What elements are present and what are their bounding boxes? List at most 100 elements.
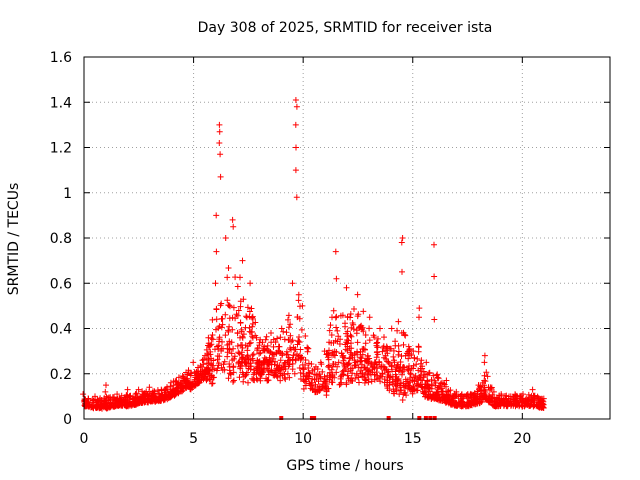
data-point xyxy=(362,376,369,383)
data-point xyxy=(199,368,206,374)
data-point xyxy=(263,375,270,382)
data-point xyxy=(185,367,192,374)
data-point xyxy=(230,223,237,230)
data-point xyxy=(224,274,231,281)
data-point xyxy=(326,327,333,334)
data-point xyxy=(512,391,519,398)
x-tick-label: 10 xyxy=(294,431,312,447)
data-point xyxy=(297,369,304,376)
data-point xyxy=(384,350,391,357)
data-point xyxy=(422,371,429,378)
data-point xyxy=(394,362,401,369)
data-point xyxy=(347,367,354,374)
data-point xyxy=(270,336,277,343)
data-point xyxy=(305,360,312,367)
data-point xyxy=(356,379,362,386)
y-tick-label: 0 xyxy=(63,412,72,428)
data-point xyxy=(493,394,500,401)
data-point xyxy=(406,376,413,383)
data-point xyxy=(478,390,485,397)
data-point xyxy=(247,339,254,346)
data-point xyxy=(379,370,386,377)
data-point xyxy=(362,364,368,371)
data-point xyxy=(132,396,138,403)
data-point xyxy=(395,361,402,368)
data-point xyxy=(120,398,127,405)
data-point xyxy=(216,338,223,345)
data-point xyxy=(333,275,340,282)
data-point xyxy=(300,365,306,372)
data-point xyxy=(310,385,317,392)
data-point xyxy=(277,377,284,384)
data-point xyxy=(260,366,267,373)
data-point xyxy=(226,367,233,374)
data-point xyxy=(393,378,400,385)
data-point xyxy=(237,362,244,369)
data-point xyxy=(254,376,261,383)
data-point xyxy=(209,362,216,369)
data-point xyxy=(333,313,340,320)
data-point xyxy=(328,340,335,346)
data-point xyxy=(344,372,351,379)
data-point xyxy=(216,140,223,146)
data-point xyxy=(209,380,216,387)
data-point xyxy=(354,313,361,320)
data-point xyxy=(389,366,395,373)
data-point xyxy=(283,329,290,336)
data-point xyxy=(384,369,391,376)
data-point xyxy=(254,345,261,352)
data-point xyxy=(256,359,263,366)
data-point xyxy=(230,377,237,384)
data-point xyxy=(250,351,257,358)
data-point xyxy=(330,361,336,367)
data-point xyxy=(205,351,212,358)
data-point xyxy=(285,357,292,364)
data-point xyxy=(208,373,215,380)
data-point xyxy=(337,373,344,380)
data-point xyxy=(110,403,117,410)
data-point xyxy=(237,365,244,372)
data-point xyxy=(371,359,378,366)
data-point xyxy=(406,347,413,353)
data-point xyxy=(321,348,328,355)
data-point xyxy=(112,397,119,404)
data-point xyxy=(294,351,300,357)
data-point xyxy=(487,384,494,391)
data-point xyxy=(465,403,472,410)
data-point xyxy=(224,353,231,360)
data-point xyxy=(227,371,234,378)
data-point xyxy=(368,378,375,385)
data-point xyxy=(203,346,210,353)
data-point xyxy=(328,332,335,338)
data-point xyxy=(360,308,367,315)
data-point xyxy=(523,399,530,406)
data-point xyxy=(156,397,163,403)
data-point xyxy=(258,371,265,378)
data-point xyxy=(122,397,129,404)
data-point xyxy=(253,375,260,382)
data-point xyxy=(530,403,537,410)
data-point xyxy=(342,341,349,348)
data-point xyxy=(529,386,536,393)
data-point xyxy=(392,380,399,387)
data-point xyxy=(416,314,422,321)
data-point xyxy=(378,363,385,370)
x-axis-label: GPS time / hours xyxy=(286,458,403,474)
data-point xyxy=(392,386,399,392)
data-point xyxy=(490,388,497,395)
data-point xyxy=(477,399,484,406)
data-point xyxy=(187,379,194,385)
data-point xyxy=(481,377,488,384)
data-point xyxy=(213,367,220,374)
data-point xyxy=(329,314,335,321)
data-point xyxy=(333,369,340,376)
data-point xyxy=(203,377,210,384)
data-point xyxy=(464,391,471,398)
data-point xyxy=(402,352,409,359)
zero-marker xyxy=(279,416,284,420)
data-point xyxy=(358,355,365,362)
data-point xyxy=(247,280,254,287)
data-point xyxy=(294,314,301,320)
data-point xyxy=(343,284,350,291)
data-point xyxy=(533,395,540,401)
